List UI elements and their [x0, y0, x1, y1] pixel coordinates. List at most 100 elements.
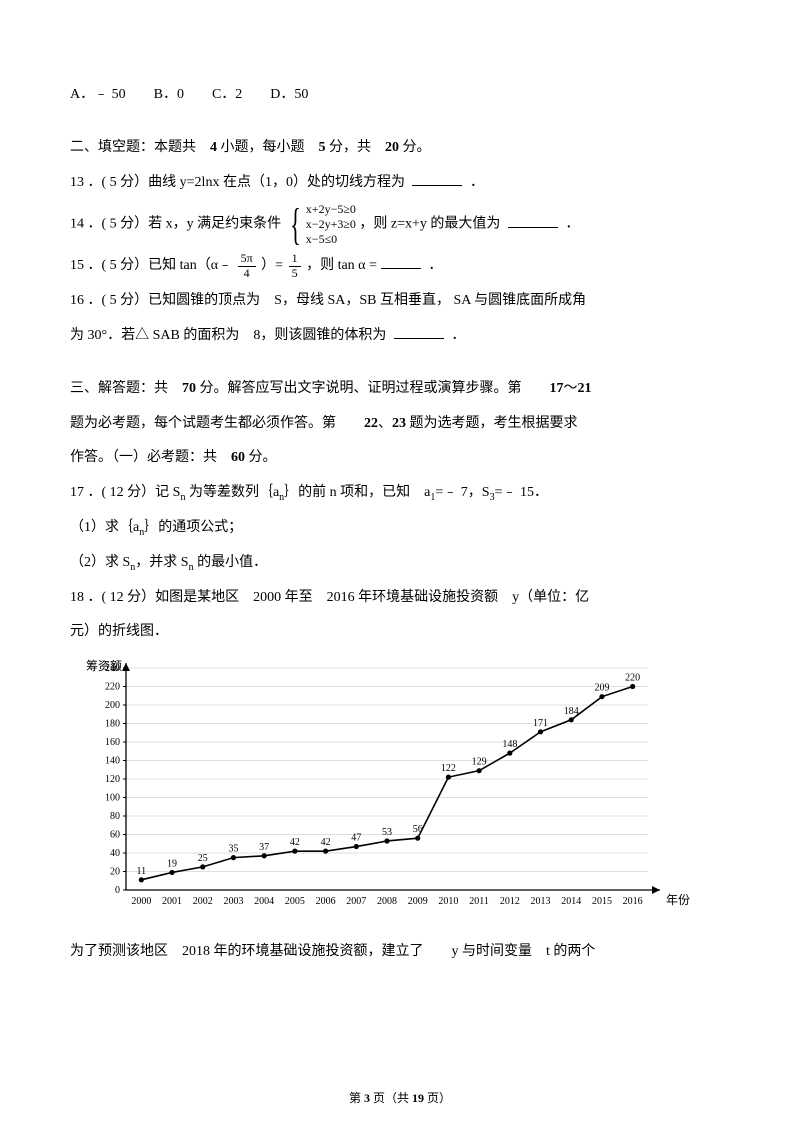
t: ｝的通项公式；: [144, 520, 242, 535]
svg-text:60: 60: [110, 830, 120, 841]
svg-text:40: 40: [110, 848, 120, 859]
svg-text:184: 184: [564, 706, 579, 717]
t: 4: [210, 140, 217, 155]
q13: 13 ．( 5 分）曲线 y=2lnx 在点（1，0）处的切线方程为 ．: [70, 168, 730, 199]
t: 小题，每小题: [217, 140, 319, 155]
t: 题为必考题，每个试题考生都必须作答。第: [70, 416, 364, 431]
t: 17: [550, 381, 564, 396]
section3-l3: 作答。（一）必考题：共 60 分。: [70, 443, 730, 474]
svg-text:2012: 2012: [500, 896, 520, 907]
t: 为 30°．若△ SAB 的面积为 8，则该圆锥的体积为: [70, 328, 390, 343]
blank: [394, 325, 444, 339]
svg-text:220: 220: [105, 682, 120, 693]
svg-text:56: 56: [413, 824, 423, 835]
svg-text:2015: 2015: [592, 896, 612, 907]
svg-text:120: 120: [105, 774, 120, 785]
svg-text:2010: 2010: [438, 896, 458, 907]
svg-text:2003: 2003: [223, 896, 243, 907]
svg-text:42: 42: [290, 837, 300, 848]
q18-l2: 元）的折线图．: [70, 617, 730, 648]
t: 60: [231, 450, 245, 465]
t: 作答。（一）必考题：共: [70, 450, 231, 465]
svg-text:100: 100: [105, 793, 120, 804]
blank: [412, 172, 462, 186]
q17-sub2: （2）求 Sn，并求 Sn 的最小值．: [70, 548, 730, 579]
constraint-lines: x+2y−5≥0 x−2y+3≥0 x−5≤0: [306, 202, 356, 247]
svg-text:2008: 2008: [377, 896, 397, 907]
t: 分。: [245, 450, 277, 465]
svg-text:180: 180: [105, 719, 120, 730]
svg-text:53: 53: [382, 827, 392, 838]
svg-text:80: 80: [110, 811, 120, 822]
t: ）=: [261, 258, 283, 273]
svg-text:171: 171: [533, 718, 548, 729]
t: 三、解答题：共: [70, 381, 182, 396]
t: 5: [319, 140, 326, 155]
svg-text:11: 11: [137, 866, 147, 877]
t: =﹣ 7，S: [435, 485, 489, 500]
t: ｝的前 n 项和，已知 a: [284, 485, 430, 500]
q17: 17 ．( 12 分）记 Sn 为等差数列｛an｝的前 n 项和，已知 a1=﹣…: [70, 478, 730, 509]
t: ．: [448, 328, 466, 343]
svg-text:0: 0: [115, 885, 120, 896]
svg-text:160: 160: [105, 737, 120, 748]
t: 分，共: [326, 140, 386, 155]
fraction: 15: [289, 252, 301, 279]
t: 第: [349, 1091, 364, 1105]
q15: 15 ．( 5 分）已知 tan（α﹣ 5π4 ）= 15 ，则 tan α =…: [70, 251, 730, 282]
c3: x−5≤0: [306, 232, 356, 247]
svg-text:2006: 2006: [316, 896, 336, 907]
svg-text:25: 25: [198, 853, 208, 864]
fraction: 5π4: [238, 252, 256, 279]
q17-sub1: （1）求｛an｝的通项公式；: [70, 513, 730, 544]
t: ，并求 S: [135, 555, 188, 570]
t: 70: [182, 381, 196, 396]
constraint-system: { x+2y−5≥0 x−2y+3≥0 x−5≤0: [285, 202, 356, 247]
t: （2）求 S: [70, 555, 130, 570]
svg-text:2002: 2002: [193, 896, 213, 907]
svg-text:2009: 2009: [408, 896, 428, 907]
svg-text:129: 129: [472, 757, 487, 768]
t: 页）: [424, 1091, 451, 1105]
t: ～: [564, 381, 578, 396]
t: 21: [578, 381, 592, 396]
q12-options: A．﹣ 50 B．0 C．2 D．50: [70, 80, 730, 111]
svg-text:47: 47: [351, 833, 361, 844]
svg-text:2016: 2016: [623, 896, 643, 907]
t: 分。: [399, 140, 431, 155]
t: ．: [466, 175, 484, 190]
blank: [508, 214, 558, 228]
t: =﹣ 15．: [495, 485, 548, 500]
section3-l2: 题为必考题，每个试题考生都必须作答。第 22、23 题为选考题，考生根据要求: [70, 409, 730, 440]
t: 23: [392, 416, 406, 431]
t: ，则 z=x+y 的最大值为: [359, 217, 504, 232]
brace-icon: {: [290, 203, 301, 247]
t: 15 ．( 5 分）已知 tan（α﹣: [70, 258, 236, 273]
svg-text:2014: 2014: [561, 896, 581, 907]
q16-l2: 为 30°．若△ SAB 的面积为 8，则该圆锥的体积为 ．: [70, 321, 730, 352]
svg-text:200: 200: [105, 700, 120, 711]
den: 5: [289, 267, 301, 280]
svg-text:42: 42: [321, 837, 331, 848]
t: ．: [425, 258, 443, 273]
t: 为等差数列｛a: [185, 485, 279, 500]
svg-text:2005: 2005: [285, 896, 305, 907]
c2: x−2y+3≥0: [306, 217, 356, 232]
num: 5π: [238, 252, 256, 266]
svg-text:240: 240: [105, 663, 120, 674]
investment-chart: 筹资额0204060801001201401601802002202402000…: [78, 658, 730, 931]
den: 4: [238, 267, 256, 280]
t: 13 ．( 5 分）曲线 y=2lnx 在点（1，0）处的切线方程为: [70, 175, 408, 190]
t: 20: [385, 140, 399, 155]
t: ，则 tan α =: [306, 258, 377, 273]
section3-l1: 三、解答题：共 70 分。解答应写出文字说明、证明过程或演算步骤。第 17～21: [70, 374, 730, 405]
svg-text:35: 35: [228, 844, 238, 855]
t: 题为选考题，考生根据要求: [406, 416, 578, 431]
t: 22: [364, 416, 378, 431]
svg-text:2011: 2011: [469, 896, 489, 907]
chart-svg: 筹资额0204060801001201401601802002202402000…: [78, 658, 698, 918]
svg-text:140: 140: [105, 756, 120, 767]
q18-l1: 18 ．( 12 分）如图是某地区 2000 年至 2016 年环境基础设施投资…: [70, 583, 730, 614]
num: 1: [289, 252, 301, 266]
svg-text:2004: 2004: [254, 896, 274, 907]
